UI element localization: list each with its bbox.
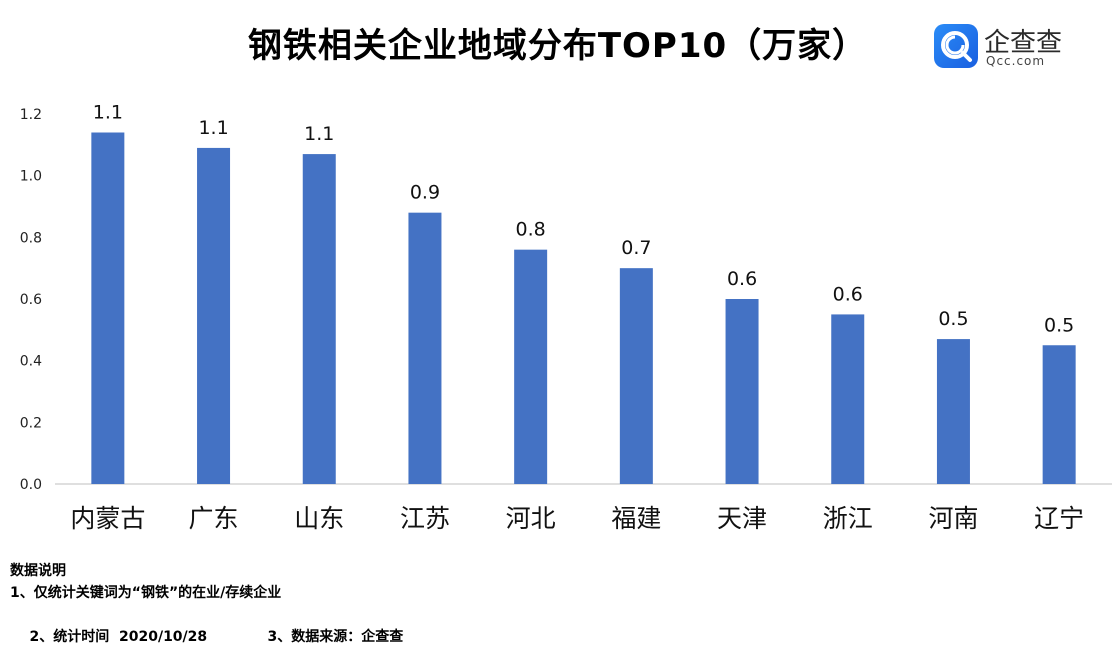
bar xyxy=(408,212,442,484)
chart-title: 钢铁相关企业地域分布TOP10（万家） xyxy=(247,26,868,66)
qcc-logo-icon xyxy=(934,24,978,68)
qcc-logo: 企查查 Qcc.com xyxy=(934,22,1064,72)
y-tick-label: 1.2 xyxy=(20,107,42,123)
data-notes: 数据说明 1、仅统计关键词为“钢铁”的在业/存续企业 2、统计时间 2020/1… xyxy=(10,560,403,670)
data-label: 0.6 xyxy=(833,283,863,305)
logo-name: 企查查 xyxy=(984,28,1063,58)
data-label: 1.1 xyxy=(93,102,123,124)
data-label: 0.7 xyxy=(621,237,651,259)
bar xyxy=(197,147,231,484)
y-tick-label: 0.4 xyxy=(20,354,42,370)
category-label: 福建 xyxy=(611,504,661,533)
data-label: 1.1 xyxy=(198,117,228,139)
category-label: 天津 xyxy=(717,504,767,533)
category-label: 山东 xyxy=(294,504,344,533)
data-label: 0.9 xyxy=(410,182,440,204)
y-tick-label: 0.6 xyxy=(20,292,42,308)
notes-line-2: 2、统计时间 2020/10/28 3、数据来源：企查查 xyxy=(10,604,404,670)
category-label: 浙江 xyxy=(823,504,873,533)
bar xyxy=(725,299,759,484)
data-label: 0.5 xyxy=(1044,314,1074,336)
category-label: 辽宁 xyxy=(1034,504,1084,533)
bar-chart: 0.0 0.2 0.4 0.6 0.8 1.0 1.2 1.1 内蒙古 1.1 广东 1.1 山东 0.9… xyxy=(20,102,1112,533)
bar xyxy=(514,249,548,484)
notes-line-2a: 2、统计时间 2020/10/28 xyxy=(29,629,208,645)
notes-line-2b: 3、数据来源：企查查 xyxy=(267,629,404,645)
category-label: 河南 xyxy=(928,504,978,533)
data-label: 0.8 xyxy=(516,219,546,241)
category-label: 河北 xyxy=(506,504,556,533)
bar xyxy=(302,154,336,485)
bar xyxy=(831,314,865,484)
y-tick-label: 0.2 xyxy=(20,415,42,431)
logo-url: Qcc.com xyxy=(986,54,1046,68)
data-label: 0.5 xyxy=(938,308,968,330)
y-tick-label: 0.0 xyxy=(20,477,42,493)
notes-line-1: 1、仅统计关键词为“钢铁”的在业/存续企业 xyxy=(10,585,282,601)
data-label: 0.6 xyxy=(727,268,757,290)
notes-heading: 数据说明 xyxy=(10,563,66,579)
bar xyxy=(936,339,970,484)
category-label: 江苏 xyxy=(400,504,450,533)
bar xyxy=(1042,345,1076,484)
category-label: 广东 xyxy=(189,504,239,533)
bar xyxy=(619,268,653,484)
bar xyxy=(91,132,125,484)
data-label: 1.1 xyxy=(304,123,334,145)
y-tick-label: 1.0 xyxy=(20,169,42,185)
y-tick-label: 0.8 xyxy=(20,230,42,246)
category-label: 内蒙古 xyxy=(70,504,145,533)
